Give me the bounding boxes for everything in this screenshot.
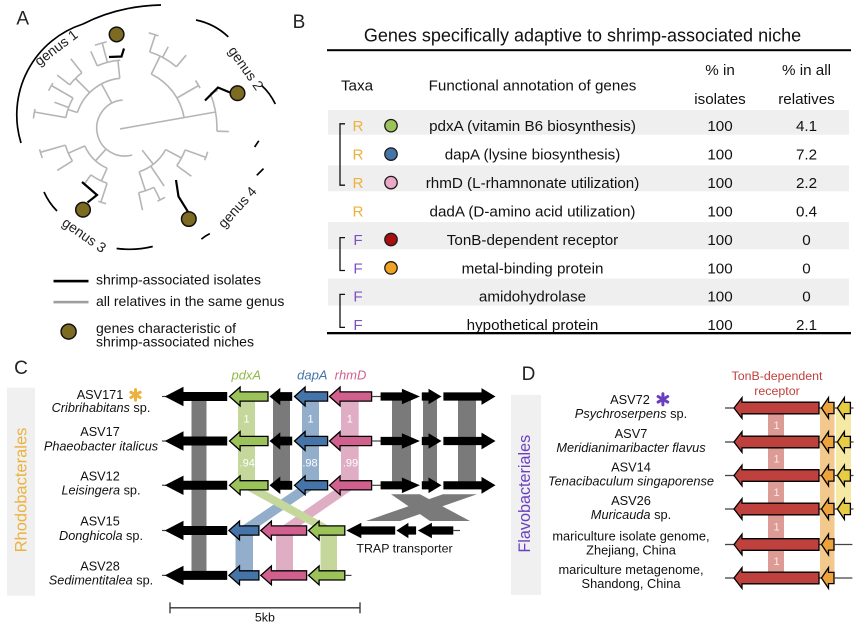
svg-text:rhmD: rhmD (335, 368, 367, 383)
svg-text:Zhejiang, China: Zhejiang, China (586, 542, 677, 557)
svg-text:hypothetical protein: hypothetical protein (467, 317, 599, 334)
svg-text:R: R (353, 118, 364, 135)
svg-text:ASV14: ASV14 (611, 460, 651, 475)
svg-text:100: 100 (707, 203, 732, 220)
svg-text:Genes specifically adaptive to: Genes specifically adaptive to shrimp-as… (364, 26, 801, 46)
svg-text:.99: .99 (343, 457, 358, 469)
svg-text:2.2: 2.2 (796, 175, 817, 192)
svg-text:B: B (293, 12, 306, 33)
svg-text:0.4: 0.4 (796, 203, 817, 220)
svg-text:D: D (522, 364, 536, 385)
svg-text:1: 1 (307, 414, 313, 426)
svg-text:amidohydrolase: amidohydrolase (479, 289, 586, 306)
svg-text:ASV7: ASV7 (615, 426, 648, 441)
svg-text:1: 1 (773, 522, 779, 534)
svg-text:shrimp-associated niches: shrimp-associated niches (96, 333, 254, 349)
svg-text:all relatives in the same genu: all relatives in the same genus (96, 293, 284, 309)
svg-text:R: R (353, 203, 364, 220)
svg-text:metal-binding protein: metal-binding protein (462, 260, 604, 277)
svg-text:1: 1 (773, 420, 779, 432)
svg-text:ASV171: ASV171 (77, 388, 124, 402)
svg-text:Shandong, China: Shandong, China (582, 576, 682, 591)
svg-text:Leisingera sp.: Leisingera sp. (62, 484, 141, 498)
svg-text:Phaeobacter italicus: Phaeobacter italicus (44, 439, 159, 453)
svg-text:Donghicola sp.: Donghicola sp. (59, 529, 143, 543)
svg-text:.98: .98 (302, 457, 317, 469)
svg-text:100: 100 (707, 317, 732, 334)
svg-text:shrimp-associated isolates: shrimp-associated isolates (96, 272, 261, 288)
svg-text:rhmD (L-rhamnonate utilization: rhmD (L-rhamnonate utilization) (426, 175, 640, 192)
svg-text:ASV15: ASV15 (80, 515, 120, 529)
svg-text:Muricauda sp.: Muricauda sp. (591, 507, 671, 522)
svg-text:Tenacibaculum singaporense: Tenacibaculum singaporense (548, 473, 714, 488)
svg-text:Psychroserpens sp.: Psychroserpens sp. (575, 406, 687, 421)
svg-text:Rhodobacterales: Rhodobacterales (13, 428, 31, 553)
svg-text:5kb: 5kb (255, 610, 275, 624)
svg-text:dapA (lysine biosynthesis): dapA (lysine biosynthesis) (445, 147, 621, 164)
svg-text:1: 1 (773, 487, 779, 499)
svg-text:Sedimentitalea sp.: Sedimentitalea sp. (49, 574, 153, 588)
svg-text:Meridianimaribacter flavus: Meridianimaribacter flavus (556, 440, 706, 455)
svg-text:relatives: relatives (778, 91, 835, 108)
svg-text:R: R (353, 175, 364, 192)
svg-text:ASV17: ASV17 (80, 425, 120, 439)
svg-text:100: 100 (707, 260, 732, 277)
svg-text:1: 1 (773, 556, 779, 568)
svg-text:TonB-dependent: TonB-dependent (732, 369, 823, 383)
svg-text:isolates: isolates (694, 91, 746, 108)
svg-text:0: 0 (802, 260, 810, 277)
svg-text:pdxA: pdxA (230, 368, 261, 383)
svg-text:% in all: % in all (782, 62, 831, 79)
svg-text:dapA: dapA (297, 368, 327, 383)
svg-text:dadA (D-amino acid utilization: dadA (D-amino acid utilization) (430, 203, 636, 220)
svg-text:100: 100 (707, 175, 732, 192)
svg-text:pdxA (vitamin B6 biosynthesis): pdxA (vitamin B6 biosynthesis) (429, 118, 636, 135)
svg-text:genes characteristic of: genes characteristic of (96, 320, 236, 336)
svg-text:Flavobacteriales: Flavobacteriales (516, 435, 534, 553)
svg-text:R: R (353, 147, 364, 164)
svg-text:1: 1 (347, 414, 353, 426)
svg-text:ASV12: ASV12 (80, 470, 120, 484)
svg-text:F: F (353, 232, 362, 249)
svg-text:100: 100 (707, 232, 732, 249)
svg-text:F: F (353, 260, 362, 277)
svg-text:100: 100 (707, 118, 732, 135)
svg-text:.94: .94 (240, 457, 255, 469)
svg-text:1: 1 (773, 454, 779, 466)
svg-text:TonB-dependent receptor: TonB-dependent receptor (447, 232, 618, 249)
svg-text:0: 0 (802, 232, 810, 249)
svg-text:mariculture metagenome,: mariculture metagenome, (558, 562, 703, 577)
svg-text:C: C (14, 358, 28, 379)
svg-text:TRAP transporter: TRAP transporter (356, 542, 452, 556)
svg-text:4.1: 4.1 (796, 118, 817, 135)
svg-text:mariculture isolate genome,: mariculture isolate genome, (552, 529, 709, 544)
svg-text:2.1: 2.1 (796, 317, 817, 334)
svg-text:0: 0 (802, 289, 810, 306)
svg-text:Taxa: Taxa (341, 78, 374, 95)
svg-text:receptor: receptor (754, 384, 799, 398)
svg-text:ASV72: ASV72 (610, 392, 650, 407)
svg-text:ASV26: ASV26 (611, 493, 651, 508)
svg-text:F: F (353, 317, 362, 334)
svg-text:% in: % in (705, 62, 735, 79)
svg-text:ASV28: ASV28 (80, 560, 120, 574)
svg-text:Cribrihabitans sp.: Cribrihabitans sp. (52, 401, 151, 415)
svg-text:A: A (16, 8, 29, 29)
svg-text:7.2: 7.2 (796, 147, 817, 164)
svg-text:1: 1 (243, 414, 249, 426)
svg-text:100: 100 (707, 147, 732, 164)
svg-text:F: F (353, 289, 362, 306)
svg-text:100: 100 (707, 289, 732, 306)
svg-text:Functional annotation of genes: Functional annotation of genes (429, 78, 637, 95)
